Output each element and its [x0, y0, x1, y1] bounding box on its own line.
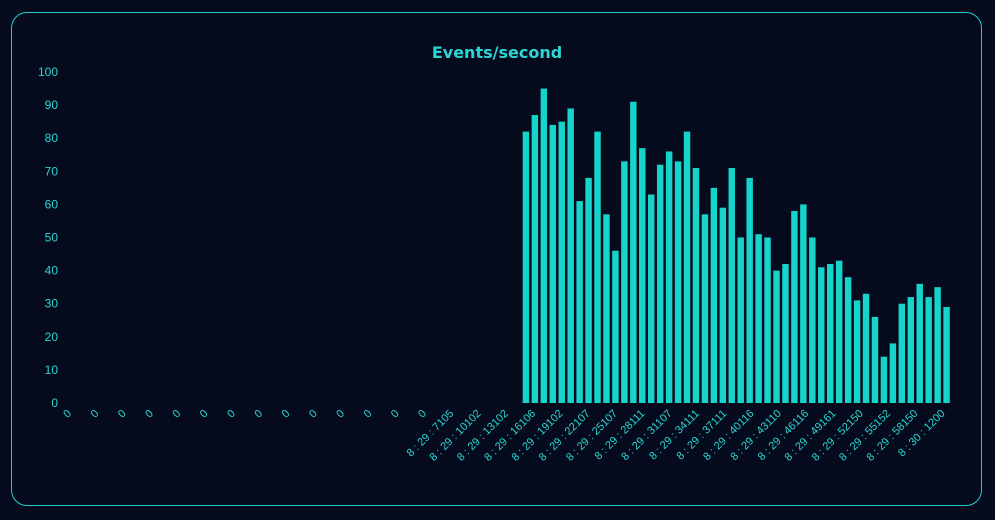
bar [827, 263, 834, 403]
x-tick-label: 0 [171, 408, 184, 421]
bar [621, 161, 628, 403]
bar [943, 307, 950, 403]
chart-panel [11, 12, 982, 506]
y-tick-label: 60 [45, 197, 59, 211]
y-axis: 0 10 20 30 40 50 60 70 80 90 100 [38, 65, 58, 410]
y-tick-label: 70 [45, 164, 59, 178]
bar [639, 148, 646, 403]
bar [853, 300, 861, 403]
bar [925, 297, 932, 403]
x-tick-label: 0 [225, 408, 238, 421]
bar [540, 88, 548, 404]
bar [531, 115, 539, 403]
bar [889, 343, 897, 403]
bar [603, 214, 610, 403]
y-tick-label: 0 [51, 396, 58, 410]
bar [871, 316, 879, 403]
bar [880, 356, 888, 403]
bar [728, 167, 735, 403]
bar [844, 277, 852, 403]
bar [934, 287, 941, 403]
bar [791, 211, 798, 403]
bar [683, 131, 691, 403]
bar [800, 204, 807, 403]
bar [737, 237, 744, 403]
x-tick-label: 0 [416, 408, 429, 421]
bar [916, 283, 923, 403]
bar [558, 121, 565, 404]
bar [782, 263, 789, 403]
x-tick-label: 0 [89, 408, 102, 421]
bar [907, 297, 914, 403]
bar [674, 161, 682, 403]
x-tick-label: 0 [61, 408, 74, 421]
bar [764, 237, 771, 403]
bar [755, 234, 762, 403]
y-tick-label: 30 [45, 297, 59, 311]
bar [630, 101, 637, 403]
x-tick-label: 0 [362, 408, 375, 421]
bar [594, 131, 601, 403]
bars [522, 88, 950, 404]
x-tick-label: 0 [389, 408, 402, 421]
x-tick-label: 0 [307, 408, 320, 421]
x-tick-label: 0 [143, 408, 156, 421]
bar [648, 194, 655, 403]
bar [862, 293, 870, 403]
bar [692, 167, 700, 403]
bar [612, 250, 619, 403]
bar [567, 108, 574, 403]
y-tick-label: 50 [45, 231, 59, 245]
bar [818, 267, 825, 403]
y-tick-label: 80 [45, 131, 59, 145]
bar [898, 303, 906, 403]
x-tick-label: 0 [116, 408, 129, 421]
bar [576, 201, 583, 403]
bar [585, 177, 592, 403]
bar [701, 214, 709, 403]
bar [809, 237, 816, 403]
bar [665, 151, 673, 403]
bar [746, 177, 753, 403]
y-tick-label: 100 [38, 65, 58, 79]
x-tick-label: 0 [334, 408, 347, 421]
bar [656, 164, 664, 403]
x-tick-label: 0 [252, 408, 265, 421]
y-tick-label: 20 [45, 330, 59, 344]
bar [522, 131, 530, 403]
bar [835, 260, 843, 403]
y-tick-label: 90 [45, 98, 59, 112]
y-tick-label: 40 [45, 264, 59, 278]
bar [719, 207, 727, 403]
x-tick-label: 0 [198, 408, 211, 421]
x-tick-label: 0 [280, 408, 293, 421]
bar [710, 187, 718, 403]
bar [549, 124, 556, 404]
bar [773, 270, 780, 403]
y-tick-label: 10 [45, 363, 59, 377]
chart-title: Events/second [432, 43, 562, 62]
